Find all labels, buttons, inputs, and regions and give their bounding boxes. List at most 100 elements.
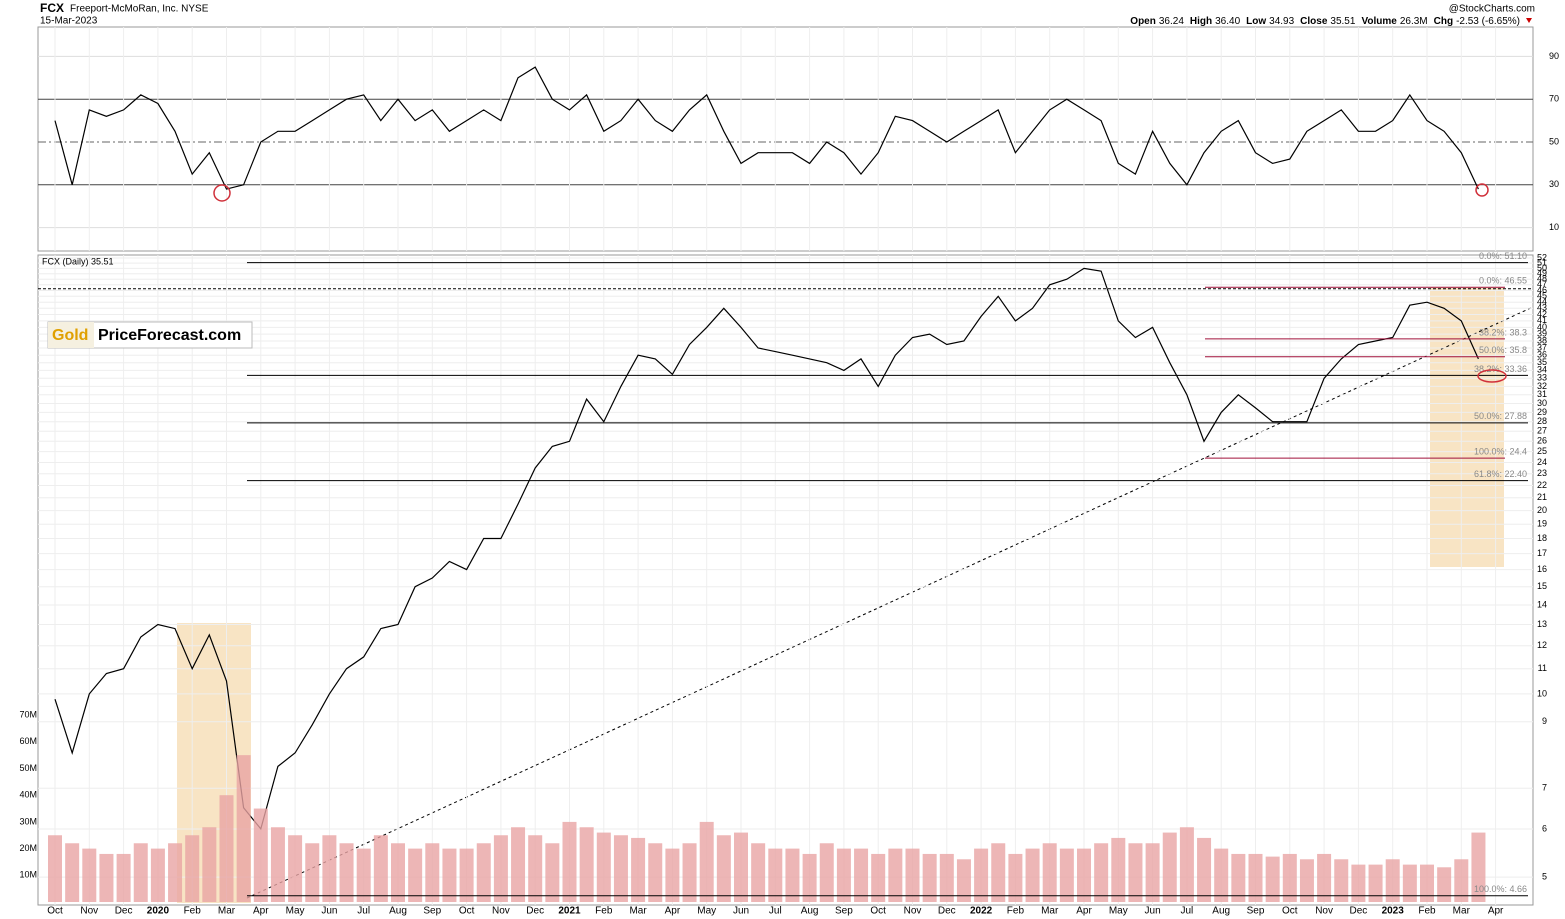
x-tick-label: Aug <box>1212 906 1230 917</box>
fib-label: 61.8%: 22.40 <box>1474 469 1527 479</box>
y-tick-label: 28 <box>1537 416 1547 426</box>
x-tick-label: Oct <box>459 906 475 917</box>
volume-bar <box>168 843 183 902</box>
volume-bar <box>1402 864 1417 902</box>
volume-bar <box>356 848 371 902</box>
y-tick-label: 51 <box>1537 258 1547 268</box>
x-tick-label: Oct <box>870 906 886 917</box>
quote-value: 26.3M <box>1400 16 1428 27</box>
y-tick-label: 70M <box>19 709 37 719</box>
volume-bar <box>768 848 783 902</box>
volume-bar <box>888 848 903 902</box>
volume-bar <box>1368 864 1383 902</box>
x-tick-label: Feb <box>1418 906 1436 917</box>
y-tick-label: 22 <box>1537 480 1547 490</box>
volume-bar <box>1265 856 1280 902</box>
volume-bar <box>699 821 714 902</box>
logo-right: PriceForecast.com <box>98 327 241 344</box>
y-tick-label: 15 <box>1537 581 1547 591</box>
quote-value: 35.51 <box>1330 16 1355 27</box>
y-tick-label: 29 <box>1537 407 1547 417</box>
volume-bar <box>288 835 303 902</box>
y-tick-label: 7 <box>1542 783 1547 793</box>
y-tick-label: 39 <box>1537 328 1547 338</box>
volume-bar <box>1094 843 1109 902</box>
volume-bar <box>253 808 268 902</box>
marker-circle <box>1477 369 1507 383</box>
y-tick-label: 9 <box>1542 716 1547 726</box>
volume-bar <box>1128 843 1143 902</box>
volume-bar <box>339 843 354 902</box>
y-tick-label: 48 <box>1537 274 1547 284</box>
plot: 1030507090567910111213141516171819202122… <box>19 27 1559 917</box>
x-tick-label: Apr <box>665 906 681 917</box>
volume-bar <box>391 843 405 902</box>
x-tick-label: Jun <box>733 906 749 917</box>
volume-bar <box>511 827 526 902</box>
volume-bar <box>1385 859 1400 902</box>
y-tick-label: 36 <box>1537 350 1547 360</box>
x-tick-label: Jul <box>357 906 370 917</box>
volume-bar <box>1214 848 1229 902</box>
volume-bar <box>1025 848 1040 902</box>
quote-label: Volume <box>1361 16 1397 27</box>
volume-bar <box>270 827 285 902</box>
rsi-panel <box>37 26 1534 252</box>
volume-bar <box>854 848 869 902</box>
volume-bar <box>116 853 131 902</box>
x-tick-label: Oct <box>1282 906 1298 917</box>
x-tick-label: Apr <box>253 906 269 917</box>
x-tick-label: Mar <box>1453 906 1471 917</box>
fib-label: 0.0%: 46.55 <box>1479 276 1527 286</box>
x-tick-label: Feb <box>184 906 202 917</box>
y-tick-label: 10M <box>19 870 37 880</box>
x-tick-label: Mar <box>1041 906 1059 917</box>
symbol: FCX <box>40 1 64 15</box>
volume-bar <box>716 835 731 902</box>
volume-bar <box>48 835 62 902</box>
volume-bar <box>1059 848 1074 902</box>
volume-bar <box>1111 837 1126 902</box>
volume-bar <box>905 848 920 902</box>
quote-label: Chg <box>1434 16 1453 27</box>
x-tick-label: Apr <box>1488 906 1504 917</box>
x-tick-label: Mar <box>629 906 647 917</box>
y-tick-label: 20M <box>19 843 37 853</box>
down-arrow <box>1526 18 1532 23</box>
volume-bar <box>1231 853 1246 902</box>
fib-label: 38.2%: 33.36 <box>1474 364 1527 374</box>
volume-bar <box>133 843 148 902</box>
volume-bar <box>493 835 508 902</box>
quote-value: 36.24 <box>1159 16 1184 27</box>
volume-bar <box>974 848 989 902</box>
company: Freeport-McMoRan, Inc. NYSE <box>70 4 209 15</box>
x-tick-label: Jul <box>769 906 782 917</box>
volume-bar <box>373 835 388 902</box>
y-tick-label: 19 <box>1537 519 1547 529</box>
x-tick-label: 2022 <box>970 906 993 917</box>
volume-bar <box>408 848 423 902</box>
quote-value: -2.53 (-6.65%) <box>1456 16 1520 27</box>
x-tick-label: Sep <box>423 906 441 917</box>
y-tick-label: 44 <box>1537 297 1547 307</box>
volume-bar <box>631 837 646 902</box>
y-tick-label: 26 <box>1537 436 1547 446</box>
volume-bar <box>1437 867 1452 902</box>
x-tick-label: Sep <box>1247 906 1265 917</box>
volume-bar <box>476 843 491 902</box>
price-legend: FCX (Daily) 35.51 <box>42 256 114 266</box>
volume-bar <box>562 821 577 902</box>
y-tick-label: 25 <box>1537 446 1547 456</box>
volume-bar <box>236 755 251 902</box>
volume-bar <box>785 848 800 902</box>
y-tick-label: 50 <box>1549 136 1559 146</box>
volume-bar <box>1197 837 1212 902</box>
marker-circle <box>1475 183 1489 197</box>
quote-label: Close <box>1300 16 1328 27</box>
volume-bar <box>956 859 971 902</box>
volume-bar <box>305 843 320 902</box>
logo: Gold PriceForecast.com <box>47 321 253 349</box>
x-tick-label: Dec <box>526 906 544 917</box>
y-tick-label: 32 <box>1537 381 1547 391</box>
trendline <box>246 306 1534 899</box>
